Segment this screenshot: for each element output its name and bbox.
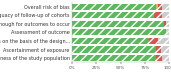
Bar	[162, 55, 169, 61]
Bar	[162, 12, 169, 18]
Bar	[156, 4, 158, 10]
Bar	[166, 21, 169, 27]
Bar	[72, 4, 156, 10]
Bar	[156, 55, 162, 61]
Bar	[161, 46, 169, 53]
Bar	[72, 21, 164, 27]
Bar	[72, 38, 149, 44]
Bar	[154, 12, 162, 18]
Bar	[166, 29, 169, 36]
Bar	[164, 21, 166, 27]
Bar	[149, 38, 158, 44]
Bar	[158, 38, 169, 44]
Bar	[72, 29, 166, 36]
Bar	[72, 12, 154, 18]
Bar	[162, 4, 169, 10]
Bar	[156, 46, 161, 53]
Bar	[72, 46, 156, 53]
Bar	[158, 4, 162, 10]
Bar	[72, 55, 156, 61]
